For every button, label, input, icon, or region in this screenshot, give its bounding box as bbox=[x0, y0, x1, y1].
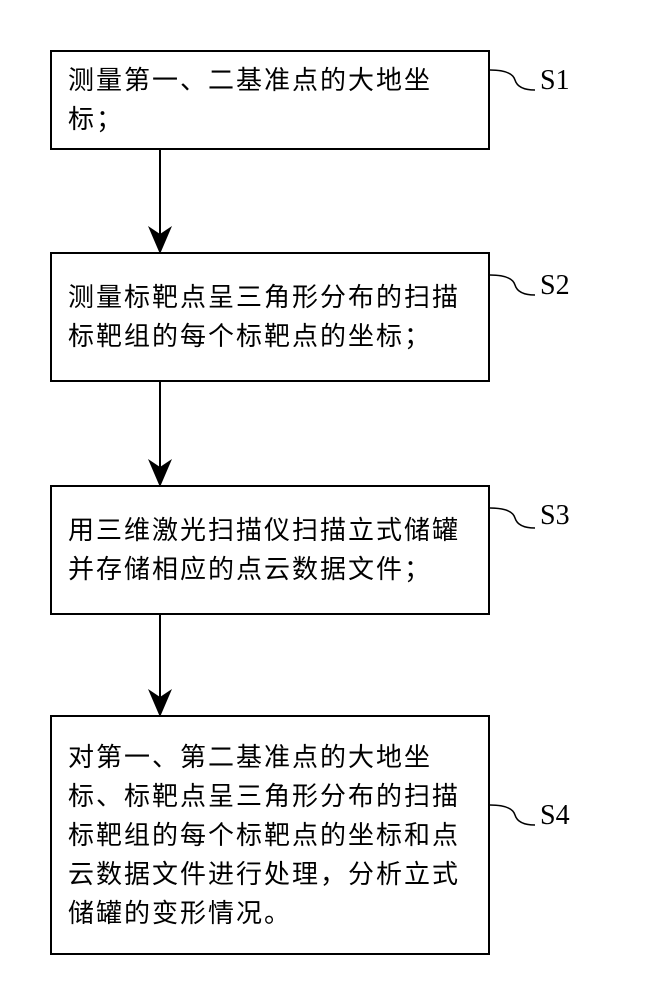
label-connector-s4 bbox=[490, 805, 535, 825]
label-connector-s2 bbox=[490, 275, 535, 295]
label-connector-s1 bbox=[490, 70, 535, 90]
label-connector-s3 bbox=[490, 508, 535, 528]
node-text: 测量第一、二基准点的大地坐标； bbox=[68, 61, 472, 139]
step-label-s3: S3 bbox=[540, 500, 570, 532]
node-text: 测量标靶点呈三角形分布的扫描标靶组的每个标靶点的坐标； bbox=[68, 278, 472, 356]
step-label-s2: S2 bbox=[540, 270, 570, 302]
flowchart-node-s3: 用三维激光扫描仪扫描立式储罐并存储相应的点云数据文件； bbox=[50, 485, 490, 615]
step-label-s1: S1 bbox=[540, 65, 570, 97]
flowchart-node-s1: 测量第一、二基准点的大地坐标； bbox=[50, 50, 490, 150]
node-text: 用三维激光扫描仪扫描立式储罐并存储相应的点云数据文件； bbox=[68, 511, 472, 589]
flowchart-canvas: 测量第一、二基准点的大地坐标； S1 测量标靶点呈三角形分布的扫描标靶组的每个标… bbox=[0, 0, 650, 1000]
node-text: 对第一、第二基准点的大地坐标、标靶点呈三角形分布的扫描标靶组的每个标靶点的坐标和… bbox=[68, 738, 472, 933]
flowchart-node-s2: 测量标靶点呈三角形分布的扫描标靶组的每个标靶点的坐标； bbox=[50, 252, 490, 382]
step-label-s4: S4 bbox=[540, 800, 570, 832]
flowchart-node-s4: 对第一、第二基准点的大地坐标、标靶点呈三角形分布的扫描标靶组的每个标靶点的坐标和… bbox=[50, 715, 490, 955]
